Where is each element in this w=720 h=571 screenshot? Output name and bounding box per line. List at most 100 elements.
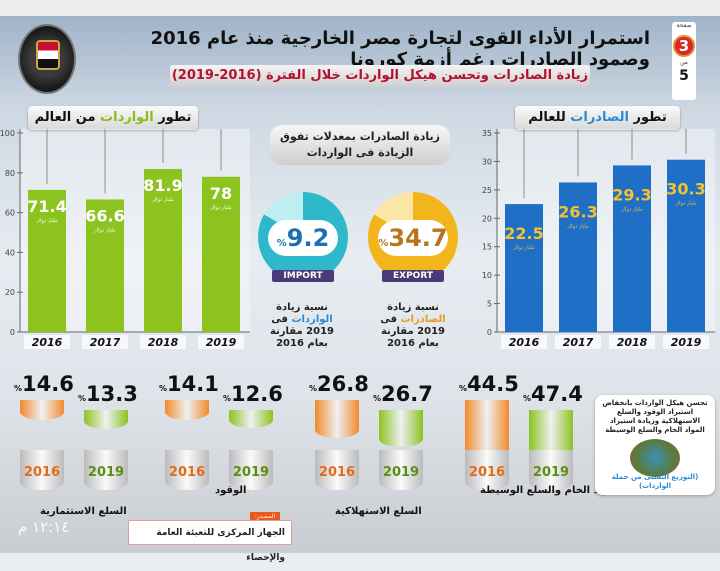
- share-value-2016: %14.1: [159, 372, 219, 396]
- page-indicator: صفحة 3 من 5: [672, 22, 696, 100]
- cylinder-2019: 2019: [529, 410, 573, 490]
- y-tick-label: 35: [482, 129, 492, 138]
- share-value-2016: %44.5: [459, 372, 519, 396]
- share-value-2019: %12.6: [223, 382, 283, 406]
- bar-2018: [613, 165, 651, 332]
- y-tick-label: 25: [482, 186, 492, 195]
- title-part: تطور: [629, 110, 667, 125]
- title-part: للعالم: [528, 110, 571, 125]
- source-label: المصدر:: [250, 512, 280, 522]
- page-label: صفحة: [676, 22, 692, 29]
- page-total: 5: [679, 68, 689, 84]
- page-title: استمرار الأداء القوى لتجارة مصر الخارجية…: [150, 28, 650, 70]
- bar-2019: [667, 159, 705, 332]
- year-label-bg: [663, 335, 709, 349]
- bar-unit-label: مليار دولار: [209, 205, 232, 211]
- cylinder-year: 2019: [532, 465, 570, 480]
- export-growth-value: %34.7: [378, 220, 448, 256]
- center-heading: زيادة الصادرات بمعدلات تفوق الزيادة فى ا…: [270, 125, 450, 165]
- bar-value-label: 30.3: [666, 180, 705, 199]
- year-label-bg: [198, 335, 244, 349]
- bar-unit-label: مليار دولار: [620, 206, 643, 212]
- import-growth-note: نسبة زيادة الواردات فى 2019 مقارنة بعام …: [269, 302, 335, 349]
- page-current: 3: [673, 35, 695, 57]
- import-tag: IMPORT: [272, 270, 334, 282]
- x-tick-label: 2016: [509, 336, 540, 349]
- bar-unit-label: مليار دولار: [35, 218, 58, 224]
- year-label-bg: [555, 335, 601, 349]
- bar-value-label: 81.9: [143, 176, 182, 195]
- share-value-2019: %47.4: [523, 382, 583, 406]
- x-tick-label: 2019: [671, 336, 702, 349]
- cylinder-2016: 2016: [165, 400, 209, 490]
- bar-2016: [505, 204, 543, 332]
- bar-unit-label: مليار دولار: [151, 197, 174, 203]
- export-growth-ring: %34.7 EXPORT: [368, 192, 458, 282]
- x-tick-label: 2019: [206, 336, 237, 349]
- bar-2018: [144, 169, 182, 332]
- y-tick-label: 5: [487, 300, 492, 309]
- bar-unit-label: مليار دولار: [566, 223, 589, 229]
- info-text: تحسن هيكل الواردات بانخفاض استيراد الوقو…: [602, 399, 708, 434]
- y-tick-label: 0: [487, 328, 492, 337]
- bar-value-label: 22.5: [504, 224, 543, 243]
- bar-unit-label: مليار دولار: [512, 245, 535, 251]
- year-label-bg: [24, 335, 70, 349]
- y-tick-label: 40: [5, 248, 15, 257]
- source-text: الجهاز المركزى للتعبئة العامة والإحصاء: [128, 520, 292, 563]
- category-label: السلع الاستثمارية: [40, 506, 127, 517]
- share-value-2016: %26.8: [309, 372, 369, 396]
- status-strip: [0, 0, 720, 16]
- y-tick-label: 20: [5, 288, 15, 297]
- bar-unit-label: مليار دولار: [93, 227, 116, 233]
- imports-bar-chart: 0 20 40 60 80 100 71.4 مليار دولار 2016 66.6 مليار…: [0, 129, 250, 349]
- eagle-icon: [36, 40, 60, 70]
- page-subtitle: زيادة الصادرات وتحسن هيكل الواردات خلال …: [170, 65, 590, 87]
- cylinder-2019: 2019: [84, 410, 128, 490]
- title-highlight: الواردات: [100, 110, 154, 125]
- import-growth-value: %9.2: [268, 220, 338, 256]
- exports-bar-chart: 0 5 10 15 20 25 30 35 22.5 مليار دولار 2016 26.3 ملي…: [482, 129, 715, 349]
- exports-chart-title: تطور الصادرات للعالم: [515, 106, 680, 130]
- x-tick-label: 2017: [563, 336, 594, 349]
- cylinder-year: 2019: [232, 465, 270, 480]
- y-tick-label: 60: [5, 209, 15, 218]
- bar-value-label: 78: [210, 184, 232, 203]
- x-tick-label: 2016: [32, 336, 63, 349]
- structure-info-card: تحسن هيكل الواردات بانخفاض استيراد الوقو…: [595, 395, 715, 495]
- y-tick-label: 20: [482, 214, 492, 223]
- cylinder-year: 2016: [468, 465, 506, 480]
- title-highlight: الصادرات: [570, 110, 629, 125]
- share-value-2016: %14.6: [14, 372, 74, 396]
- year-label-bg: [501, 335, 547, 349]
- x-tick-label: 2018: [617, 336, 648, 349]
- cylinder-2016: 2016: [20, 400, 64, 490]
- year-label-bg: [609, 335, 655, 349]
- y-tick-label: 30: [482, 157, 492, 166]
- year-label-bg: [140, 335, 186, 349]
- cylinder-year: 2016: [318, 465, 356, 480]
- cylinder-2016: 2016: [465, 400, 509, 490]
- export-tag: EXPORT: [382, 270, 444, 282]
- clock-time: ١٢:١٤ م: [18, 518, 70, 536]
- category-label: المواد الخام والسلع الوسيطة: [480, 485, 623, 496]
- category-label: السلع الاستهلاكية: [335, 506, 422, 517]
- cylinder-2019: 2019: [379, 410, 423, 490]
- x-tick-label: 2017: [90, 336, 121, 349]
- cylinder-year: 2019: [87, 465, 125, 480]
- cylinder-year: 2016: [168, 465, 206, 480]
- import-growth-ring: %9.2 IMPORT: [258, 192, 348, 282]
- bar-2017: [559, 182, 597, 332]
- y-tick-label: 10: [482, 271, 492, 280]
- imports-chart-title: تطور الواردات من العالم: [28, 106, 198, 130]
- share-value-2019: %13.3: [78, 382, 138, 406]
- share-value-2019: %26.7: [373, 382, 433, 406]
- cylinder-2016: 2016: [315, 400, 359, 490]
- title-part: تطور: [153, 110, 192, 125]
- info-footer: (التوزيع النسبى من جملة الواردات): [611, 473, 699, 490]
- year-label-bg: [82, 335, 128, 349]
- logo-emblem: [18, 24, 76, 94]
- bar-2016: [28, 189, 66, 332]
- y-tick-label: 80: [5, 169, 15, 178]
- bar-unit-label: مليار دولار: [674, 201, 697, 207]
